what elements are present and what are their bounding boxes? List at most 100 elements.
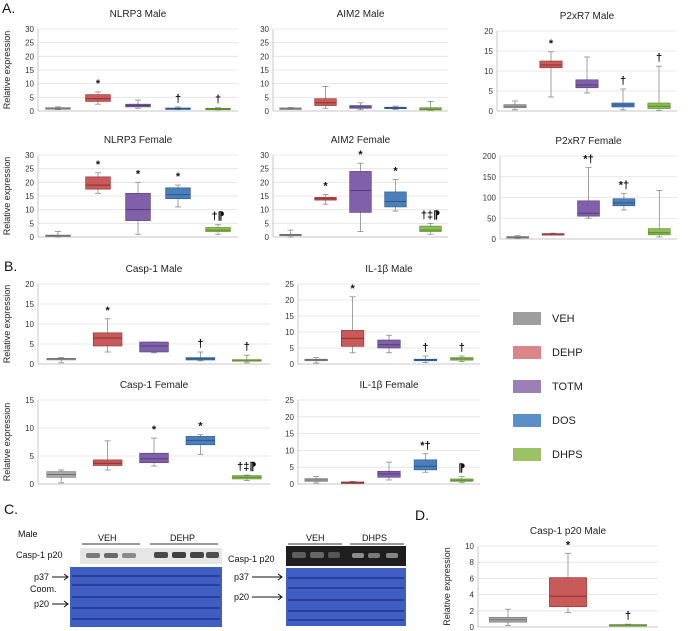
chart-1: AIM2 Male 0 5 10 15 20 25 30 — [260, 9, 448, 116]
blot-left-group-2: DEHP — [170, 533, 195, 543]
significance-marker: †‡⁋ — [421, 209, 440, 221]
blot-right-coomassie — [286, 568, 406, 626]
blot-left-coomassie-bands — [72, 575, 220, 620]
box-veh — [506, 235, 529, 239]
box-dos: † — [165, 93, 191, 111]
y-axis-label: Relative expression — [2, 157, 12, 236]
western-blot-panel: Male VEH DEHP Casp-1 p20 p37 Coom. p2 — [16, 529, 406, 627]
y-tick-label: 0 — [30, 360, 35, 369]
significance-marker: † — [215, 94, 221, 106]
y-tick-label: 0 — [30, 480, 35, 489]
y-axis-label: Relative expression — [2, 403, 12, 482]
y-tick-label: 20 — [260, 178, 269, 187]
box-iqr — [577, 200, 600, 217]
box-iqr — [539, 60, 563, 69]
box-dehp: * — [539, 38, 563, 98]
box-dhps: † — [647, 52, 671, 111]
box-dhps: ⁋ — [450, 463, 474, 483]
y-tick-label: 25 — [285, 396, 294, 405]
panel-label-d: D. — [415, 507, 429, 523]
chart-10: Casp-1 p20 Male Relative expression 0 2 4 6 8 1… — [442, 526, 658, 631]
box-veh — [46, 357, 76, 364]
box-iqr — [85, 176, 111, 190]
box-iqr — [384, 191, 407, 208]
significance-marker: † — [422, 342, 428, 354]
box-iqr — [139, 452, 169, 464]
box-iqr — [85, 94, 111, 102]
y-tick-label: 30 — [25, 25, 34, 34]
legend-label-dos: DOS — [552, 415, 576, 427]
significance-marker: * — [549, 38, 554, 50]
box-dhps — [419, 101, 442, 111]
legend: VEH DEHP TOTM DOS DHPS — [513, 312, 583, 461]
box-veh — [304, 476, 328, 484]
y-tick-label: 20 — [25, 178, 34, 187]
significance-marker: †⁋ — [211, 211, 224, 223]
significance-marker: *† — [420, 440, 430, 452]
panel-label-b: B. — [4, 258, 17, 274]
box-dhps: † — [205, 94, 231, 111]
y-tick-label: 8 — [470, 558, 475, 567]
y-tick-label: 150 — [483, 173, 497, 182]
box-dehp: * — [314, 181, 337, 205]
significance-marker: * — [152, 424, 157, 436]
chart-title: P2xR7 Male — [560, 11, 615, 22]
box-dos: * — [185, 421, 216, 455]
y-tick-label: 25 — [25, 165, 34, 174]
chart-5: P2xR7 Female 0 50 100 150 200 *† *† — [483, 136, 677, 244]
significance-marker: †‡⁋ — [237, 461, 256, 473]
box-iqr — [92, 459, 123, 466]
box-dehp: * — [549, 539, 587, 613]
box-iqr — [549, 577, 587, 608]
significance-marker: † — [175, 93, 181, 105]
y-tick-label: 10 — [484, 67, 493, 76]
y-tick-label: 5 — [30, 340, 35, 349]
box-dehp — [314, 86, 337, 109]
chart-title: IL-1β Female — [359, 380, 419, 391]
y-axis-label: Relative expression — [2, 31, 12, 110]
y-tick-label: 10 — [25, 320, 34, 329]
legend-swatch-dhps — [513, 448, 541, 461]
significance-marker: † — [244, 341, 250, 353]
blot-right-coomassie-bands — [288, 577, 404, 621]
box-totm: *† — [577, 154, 600, 219]
legend-label-dhps: DHPS — [552, 449, 583, 461]
y-tick-label: 20 — [25, 52, 34, 61]
legend-label-dehp: DEHP — [552, 347, 583, 359]
y-tick-label: 10 — [285, 446, 294, 455]
y-axis-label: Relative expression — [2, 285, 12, 364]
y-tick-label: 5 — [290, 463, 295, 472]
y-tick-label: 30 — [260, 151, 269, 160]
significance-marker: † — [459, 342, 465, 354]
significance-marker: * — [358, 149, 363, 161]
box-totm: * — [139, 424, 169, 467]
box-dehp — [92, 440, 123, 471]
y-tick-label: 5 — [489, 87, 494, 96]
box-dhps: †⁋ — [205, 211, 231, 235]
box-totm: * — [349, 149, 372, 232]
box-dos: † — [185, 338, 216, 362]
legend-swatch-veh — [513, 312, 541, 325]
box-dehp — [341, 480, 365, 484]
y-tick-label: 0 — [290, 360, 295, 369]
box-dos: *† — [413, 440, 437, 473]
blot-right-marker-p20: p20 — [234, 592, 249, 602]
y-tick-label: 25 — [260, 165, 269, 174]
box-iqr — [205, 227, 231, 232]
blot-left-marker-coom: Coom. — [30, 584, 57, 594]
box-iqr — [314, 98, 337, 106]
y-tick-label: 15 — [260, 66, 269, 75]
blot-left-group-1: VEH — [98, 533, 117, 543]
y-tick-label: 15 — [25, 66, 34, 75]
y-tick-label: 0 — [489, 107, 494, 116]
blot-right-group-1: VEH — [306, 533, 325, 543]
legend-swatch-dehp — [513, 346, 541, 359]
box-dhps — [648, 190, 671, 238]
y-tick-label: 5 — [265, 93, 270, 102]
blot-left-band-label: Casp-1 p20 — [16, 550, 63, 560]
y-tick-label: 5 — [30, 93, 35, 102]
blot-right-marker-p37: p37 — [234, 572, 249, 582]
significance-marker: * — [323, 181, 328, 193]
chart-6: Casp-1 Male Relative expression 0 5 10 15 20 * †… — [2, 264, 270, 369]
